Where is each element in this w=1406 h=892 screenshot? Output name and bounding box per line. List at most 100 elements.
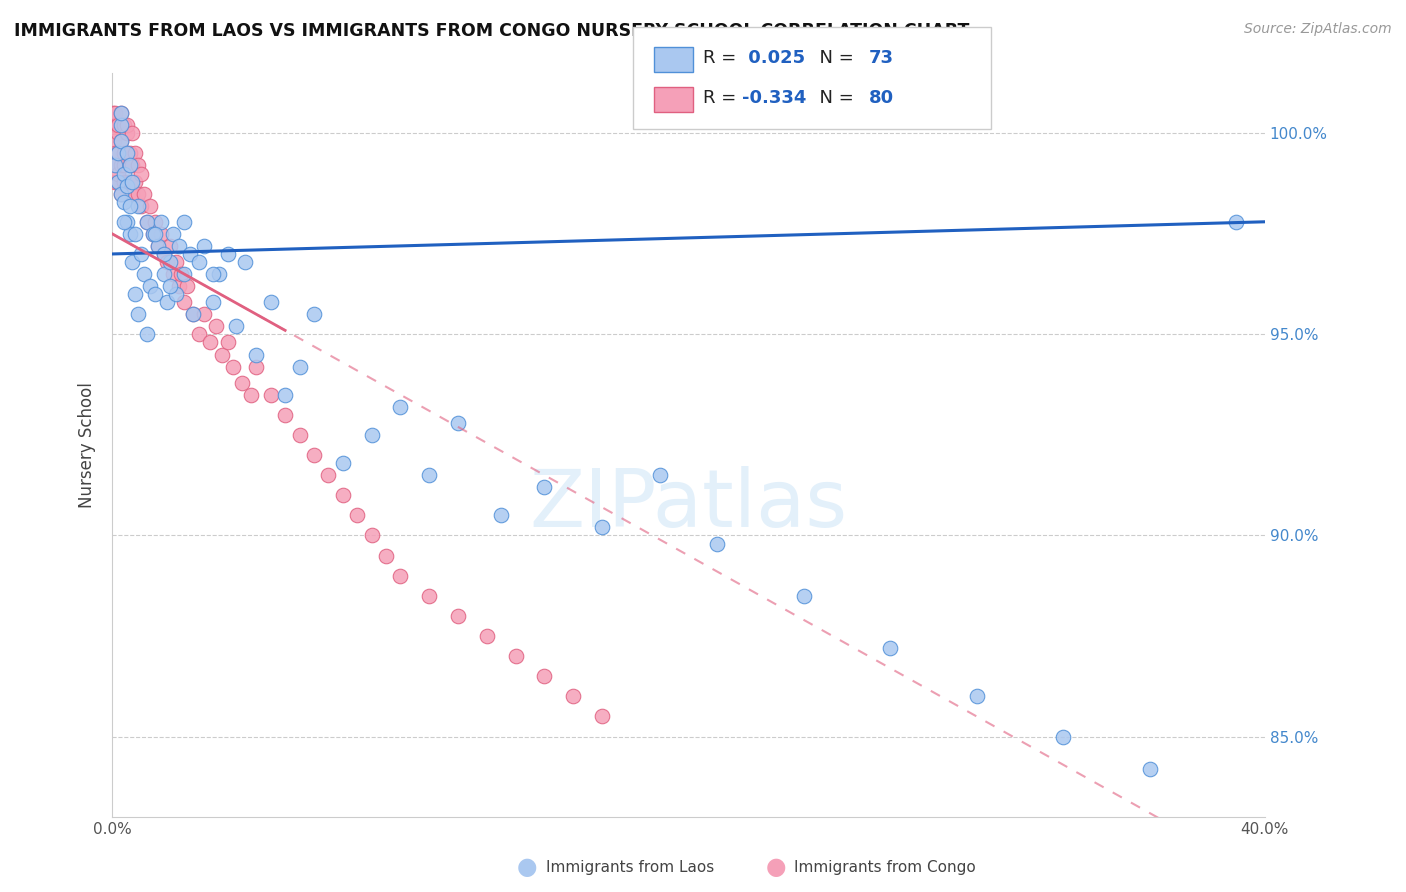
Point — [706, 536, 728, 550]
Point — [138, 279, 160, 293]
Point — [124, 287, 146, 301]
Point — [202, 267, 225, 281]
Point — [533, 480, 555, 494]
Point — [533, 669, 555, 683]
Point — [360, 528, 382, 542]
Point — [389, 568, 412, 582]
Point — [115, 175, 138, 189]
Point — [1052, 730, 1074, 744]
Point — [159, 255, 181, 269]
Point — [112, 215, 135, 229]
Point — [245, 347, 267, 361]
Point — [239, 388, 262, 402]
Point — [148, 239, 170, 253]
Point — [591, 709, 613, 723]
Point — [145, 227, 167, 241]
Point — [475, 629, 498, 643]
Point — [118, 146, 141, 161]
Point — [107, 126, 129, 140]
Point — [110, 159, 132, 173]
Point — [1225, 215, 1247, 229]
Point — [112, 167, 135, 181]
Point — [165, 255, 187, 269]
Point — [179, 247, 201, 261]
Point — [375, 549, 398, 563]
Point — [129, 167, 152, 181]
Point — [966, 690, 988, 704]
Point — [181, 307, 204, 321]
Text: N =: N = — [808, 89, 860, 107]
Point — [208, 267, 231, 281]
Point — [107, 118, 129, 132]
Point — [173, 295, 195, 310]
Point — [318, 468, 340, 483]
Point — [148, 239, 170, 253]
Point — [118, 199, 141, 213]
Point — [115, 126, 138, 140]
Text: 80: 80 — [869, 89, 894, 107]
Point — [153, 247, 176, 261]
Point — [112, 194, 135, 209]
Point — [124, 175, 146, 189]
Point — [103, 134, 125, 148]
Point — [145, 215, 167, 229]
Point — [127, 159, 149, 173]
Point — [233, 255, 256, 269]
Point — [104, 146, 127, 161]
Point — [138, 199, 160, 213]
Text: 0.025: 0.025 — [742, 49, 806, 67]
Text: ZIPatlas: ZIPatlas — [530, 466, 848, 543]
Point — [121, 159, 143, 173]
Point — [127, 307, 149, 321]
Point — [110, 134, 132, 148]
Point — [302, 448, 325, 462]
Point — [112, 118, 135, 132]
Point — [793, 589, 815, 603]
Point — [346, 508, 368, 523]
Point — [115, 178, 138, 193]
Point — [648, 468, 671, 483]
Point — [110, 118, 132, 132]
Point — [104, 106, 127, 120]
Point — [173, 215, 195, 229]
Point — [107, 146, 129, 161]
Point — [150, 227, 173, 241]
Point — [142, 227, 165, 241]
Point — [121, 175, 143, 189]
Point — [115, 118, 138, 132]
Point — [156, 295, 179, 310]
Point — [173, 267, 195, 281]
Point — [127, 199, 149, 213]
Point — [112, 146, 135, 161]
Point — [447, 608, 470, 623]
Text: R =: R = — [703, 49, 742, 67]
Point — [110, 106, 132, 120]
Point — [127, 186, 149, 201]
Point — [187, 255, 209, 269]
Point — [332, 456, 354, 470]
Point — [167, 279, 190, 293]
Point — [121, 255, 143, 269]
Point — [104, 118, 127, 132]
Point — [288, 359, 311, 374]
Text: -0.334: -0.334 — [742, 89, 807, 107]
Point — [302, 307, 325, 321]
Point — [107, 175, 129, 189]
Point — [101, 106, 124, 120]
Point — [562, 690, 585, 704]
Point — [217, 335, 239, 350]
Point — [591, 520, 613, 534]
Point — [231, 376, 253, 390]
Point — [162, 267, 184, 281]
Point — [274, 408, 297, 422]
Point — [115, 146, 138, 161]
Point — [389, 400, 412, 414]
Point — [879, 641, 901, 656]
Point — [274, 388, 297, 402]
Point — [288, 428, 311, 442]
Point — [112, 175, 135, 189]
Point — [129, 199, 152, 213]
Point — [491, 508, 513, 523]
Point — [118, 159, 141, 173]
Point — [145, 287, 167, 301]
